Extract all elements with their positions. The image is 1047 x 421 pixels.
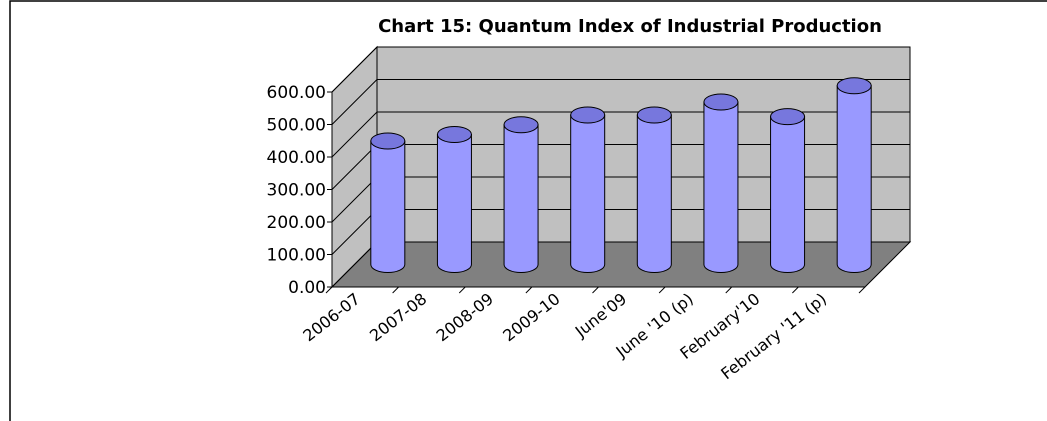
bar-body [636, 114, 672, 273]
chart-title: Chart 15: Quantum Index of Industrial Pr… [378, 16, 882, 37]
y-tick-label: 300.00 [267, 181, 326, 201]
bar-body [370, 140, 406, 273]
x-tick [458, 286, 466, 294]
bar-top [570, 106, 606, 124]
y-tick-label: 600.00 [267, 83, 326, 103]
bar-top [636, 106, 672, 124]
bar-top [770, 108, 806, 126]
bar-body [703, 101, 739, 273]
bar-top [436, 126, 472, 143]
bar [370, 132, 406, 273]
bar-body [503, 124, 539, 273]
bar-body [770, 116, 806, 273]
y-tick-label: 100.00 [267, 246, 326, 266]
grid-line [331, 79, 910, 125]
bar [503, 116, 539, 273]
x-tick [592, 286, 599, 294]
y-tick-label: 500.00 [267, 116, 326, 136]
x-tick [658, 286, 666, 294]
bar-top [370, 132, 406, 150]
bar-top [836, 77, 872, 95]
bar-body [436, 134, 472, 273]
y-tick-label: 400.00 [267, 148, 326, 168]
floor [330, 241, 912, 288]
y-tick-label: 0.00 [288, 278, 326, 298]
bar [703, 93, 739, 273]
grid-line [331, 46, 910, 93]
bar [570, 106, 606, 273]
bar [836, 77, 872, 273]
bar [770, 108, 806, 273]
bar [436, 126, 472, 273]
x-tick [858, 286, 866, 294]
x-tick [325, 286, 333, 294]
bar-top [703, 93, 739, 111]
y-tick-label: 200.00 [267, 213, 326, 233]
x-tick [525, 286, 533, 294]
x-tick [392, 286, 399, 294]
bar [636, 106, 672, 273]
x-tick [725, 286, 733, 294]
bar-top [503, 116, 539, 134]
bar-body [570, 114, 606, 273]
x-tick [792, 286, 799, 294]
bar-body [836, 85, 872, 273]
